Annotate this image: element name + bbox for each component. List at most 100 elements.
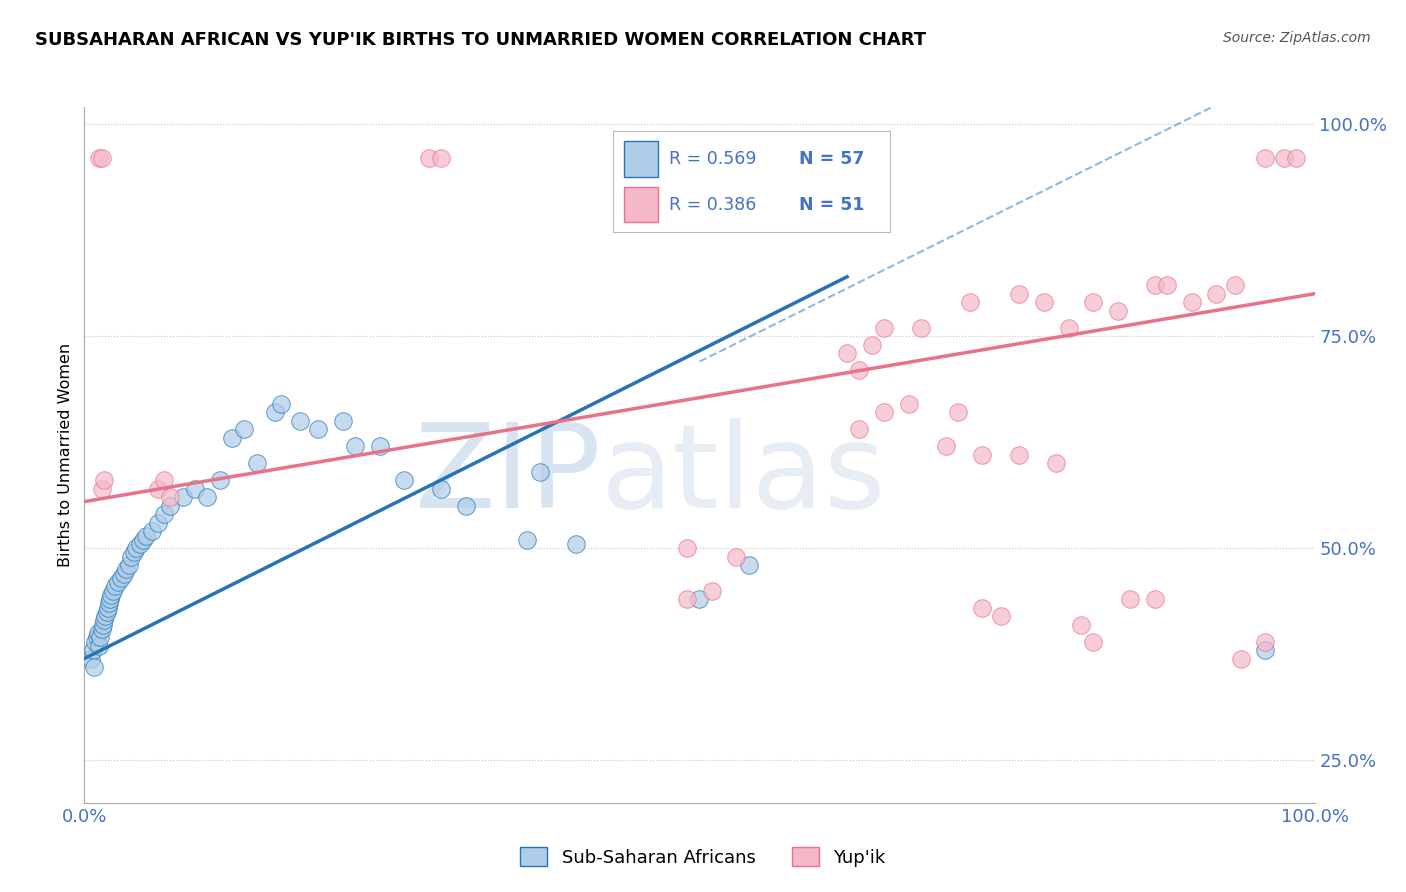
Point — [79, 651, 101, 665]
Point — [454, 499, 477, 513]
Point — [762, 151, 785, 165]
Point — [288, 414, 311, 428]
Point — [565, 537, 588, 551]
Point — [738, 558, 761, 573]
Point — [873, 320, 896, 334]
Point — [1229, 651, 1253, 665]
Point — [1045, 457, 1067, 471]
Point — [1083, 295, 1105, 310]
Point — [208, 474, 231, 488]
Text: Source: ZipAtlas.com: Source: ZipAtlas.com — [1223, 31, 1371, 45]
Point — [1254, 643, 1277, 657]
Legend: Sub-Saharan Africans, Yup'ik: Sub-Saharan Africans, Yup'ik — [513, 840, 893, 874]
Point — [946, 405, 969, 419]
Y-axis label: Births to Unmarried Women: Births to Unmarried Women — [58, 343, 73, 567]
Point — [430, 482, 453, 496]
Point — [141, 524, 163, 539]
Point — [1272, 151, 1295, 165]
Point — [122, 545, 145, 559]
Point — [972, 600, 994, 615]
Point — [233, 422, 256, 436]
Point — [1156, 278, 1178, 293]
Point — [159, 491, 181, 505]
Point — [82, 643, 104, 657]
Point — [101, 583, 124, 598]
Point — [700, 583, 723, 598]
Point — [1181, 295, 1204, 310]
Point — [676, 592, 699, 607]
Point — [1070, 617, 1092, 632]
Point — [110, 571, 132, 585]
Point — [990, 609, 1012, 624]
Point — [153, 508, 176, 522]
Point — [1143, 592, 1166, 607]
Point — [153, 474, 176, 488]
Point — [1254, 151, 1277, 165]
Point — [148, 482, 170, 496]
Point — [1008, 448, 1031, 462]
Point — [98, 596, 120, 610]
Point — [112, 566, 135, 581]
Point — [676, 541, 699, 556]
Point — [264, 405, 287, 419]
Point — [1083, 634, 1105, 648]
Text: atlas: atlas — [602, 418, 886, 533]
Point — [725, 549, 748, 564]
Text: ZIP: ZIP — [415, 418, 602, 533]
Point — [172, 491, 194, 505]
Point — [221, 431, 243, 445]
Point — [90, 151, 112, 165]
Point — [860, 337, 883, 351]
Point — [430, 151, 453, 165]
Point — [837, 346, 859, 360]
Point — [1107, 303, 1129, 318]
Point — [197, 491, 219, 505]
Point — [91, 617, 114, 632]
Point — [516, 533, 538, 547]
Point — [935, 439, 957, 453]
Point — [97, 600, 120, 615]
Point — [148, 516, 170, 530]
Point — [332, 414, 354, 428]
Point — [96, 605, 118, 619]
Text: SUBSAHARAN AFRICAN VS YUP'IK BIRTHS TO UNMARRIED WOMEN CORRELATION CHART: SUBSAHARAN AFRICAN VS YUP'IK BIRTHS TO U… — [35, 31, 927, 49]
Point — [762, 151, 785, 165]
Point — [1033, 295, 1056, 310]
Point — [246, 457, 269, 471]
Point — [1143, 278, 1166, 293]
Point — [368, 439, 391, 453]
Point — [83, 660, 105, 674]
Point — [93, 474, 115, 488]
Point — [1205, 286, 1227, 301]
Point — [689, 592, 711, 607]
Point — [118, 558, 141, 573]
Point — [1008, 286, 1031, 301]
Point — [1223, 278, 1246, 293]
Point — [910, 320, 932, 334]
Point — [873, 405, 896, 419]
Point — [1254, 634, 1277, 648]
Point — [104, 579, 127, 593]
Point — [86, 631, 108, 645]
Point — [529, 465, 551, 479]
Point — [87, 626, 110, 640]
Point — [972, 448, 994, 462]
Point — [100, 588, 122, 602]
Point — [184, 482, 207, 496]
Point — [128, 537, 150, 551]
Point — [115, 562, 138, 576]
Point — [89, 631, 111, 645]
Point — [344, 439, 367, 453]
Point — [959, 295, 981, 310]
Point — [87, 639, 111, 653]
Point — [418, 151, 440, 165]
Point — [848, 363, 870, 377]
Point — [135, 528, 157, 542]
Point — [848, 422, 870, 436]
Point — [132, 533, 155, 547]
Point — [84, 634, 107, 648]
Point — [107, 575, 129, 590]
Point — [1285, 151, 1308, 165]
Point — [1119, 592, 1142, 607]
Point — [90, 482, 112, 496]
